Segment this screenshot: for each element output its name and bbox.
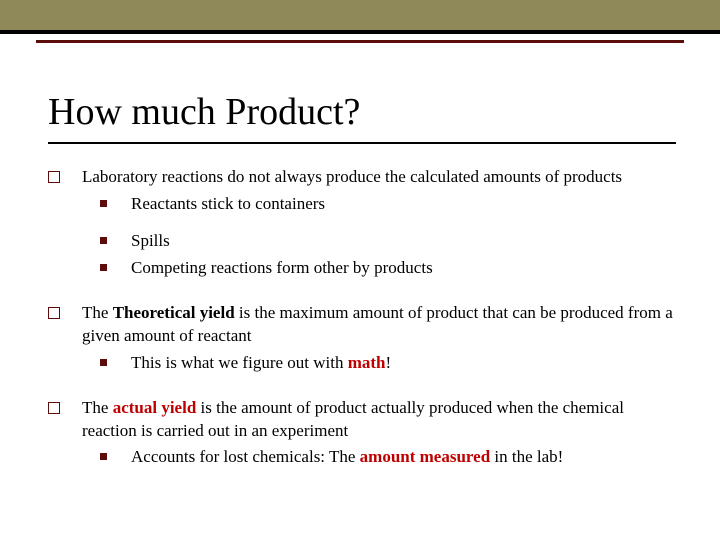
sub-highlight: amount measured: [360, 447, 491, 466]
sub-item: Reactants stick to containers: [100, 193, 676, 216]
sub-item: This is what we figure out with math!: [100, 352, 676, 375]
sub-suffix: in the lab!: [490, 447, 563, 466]
item-prefix: The: [82, 398, 113, 417]
sub-prefix: This is what we figure out with: [131, 353, 348, 372]
bullet-text: The actual yield is the amount of produc…: [82, 397, 676, 470]
item-bold: Theoretical yield: [113, 303, 239, 322]
bullet-item: The Theoretical yield is the maximum amo…: [48, 302, 676, 375]
square-bullet-icon: [48, 402, 60, 414]
top-decorative-band: [0, 0, 720, 34]
sub-text: Spills: [131, 230, 170, 253]
solid-bullet-icon: [100, 264, 107, 271]
solid-bullet-icon: [100, 453, 107, 460]
square-bullet-icon: [48, 307, 60, 319]
sub-text: This is what we figure out with math!: [131, 352, 391, 375]
slide-content: How much Product? Laboratory reactions d…: [0, 34, 720, 469]
sub-list: Reactants stick to containers Spills Com…: [82, 193, 676, 280]
item-highlight: actual yield: [113, 398, 201, 417]
title-underline: [48, 142, 676, 144]
bullet-item: Laboratory reactions do not always produ…: [48, 166, 676, 280]
sub-text: Accounts for lost chemicals: The amount …: [131, 446, 563, 469]
decorative-line: [36, 40, 684, 43]
sub-item: Competing reactions form other by produc…: [100, 257, 676, 280]
bullet-text: The Theoretical yield is the maximum amo…: [82, 302, 676, 375]
bullet-text: Laboratory reactions do not always produ…: [82, 166, 676, 280]
sub-text: Reactants stick to containers: [131, 193, 325, 216]
sub-text: Competing reactions form other by produc…: [131, 257, 433, 280]
solid-bullet-icon: [100, 237, 107, 244]
sub-highlight: math: [348, 353, 386, 372]
solid-bullet-icon: [100, 359, 107, 366]
item-prefix: The: [82, 303, 113, 322]
sub-prefix: Accounts for lost chemicals: The: [131, 447, 360, 466]
sub-item: Spills: [100, 230, 676, 253]
sub-item: Accounts for lost chemicals: The amount …: [100, 446, 676, 469]
bullet-item: The actual yield is the amount of produc…: [48, 397, 676, 470]
sub-suffix: !: [386, 353, 392, 372]
solid-bullet-icon: [100, 200, 107, 207]
sub-list: This is what we figure out with math!: [82, 352, 676, 375]
square-bullet-icon: [48, 171, 60, 183]
sub-list: Accounts for lost chemicals: The amount …: [82, 446, 676, 469]
slide-title: How much Product?: [48, 90, 676, 134]
item-text: Laboratory reactions do not always produ…: [82, 167, 622, 186]
